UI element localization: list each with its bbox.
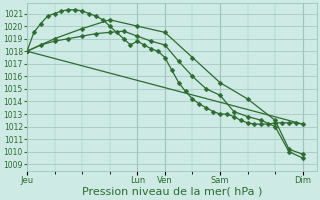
X-axis label: Pression niveau de la mer( hPa ): Pression niveau de la mer( hPa ) (82, 187, 262, 197)
